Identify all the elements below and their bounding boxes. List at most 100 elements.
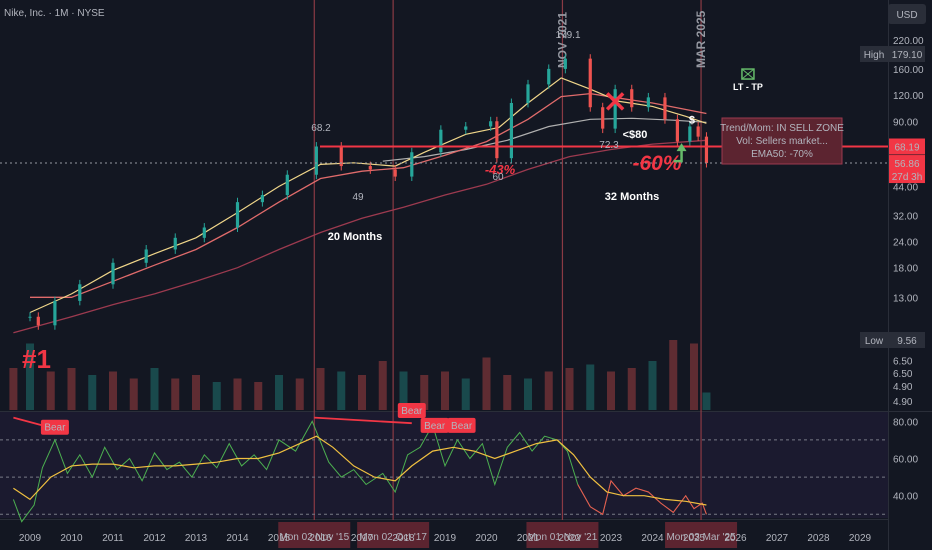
price-tick-label: 120.00	[893, 91, 924, 102]
volume-bar	[316, 368, 325, 410]
time-tick-label: 2028	[807, 533, 830, 544]
last-price-value: 56.86	[894, 159, 919, 170]
volume-bar	[565, 368, 574, 410]
price-tick-label: 220.00	[893, 36, 924, 47]
price-tag-value-box	[889, 138, 925, 155]
price-tag-label: High	[864, 50, 885, 61]
price-tag-value-box	[889, 332, 925, 348]
vertical-markers: Mon 02 Nov '15 Mon 02 Oct '17 Mon 01 Nov '…	[278, 0, 738, 548]
volume-bar	[358, 375, 366, 410]
price-tick-label: 44.00	[893, 182, 918, 193]
candle-body	[509, 102, 513, 159]
vertical-marker-date-box	[665, 522, 738, 548]
volume-bar	[441, 371, 449, 410]
time-tick-label: 2010	[60, 533, 83, 544]
candle-body	[53, 300, 57, 326]
time-tick-label: 2019	[434, 533, 457, 544]
time-tick-label: 2021	[517, 533, 540, 544]
price-tick-label: 90.00	[893, 117, 918, 128]
signal-info-box: Trend/Mom: IN SELL ZONE Vol: Sellers mark…	[720, 117, 844, 165]
bear-label: Bear	[424, 421, 446, 432]
axes: 220.00 160.00 120.00 90.00 44.00 32.00 24.00 18…	[19, 36, 925, 544]
candle	[526, 79, 530, 108]
candle-body	[613, 89, 617, 129]
candle-body	[663, 97, 667, 120]
time-tick-label: 2015	[268, 533, 291, 544]
buy-arrow-head-icon	[676, 143, 687, 152]
price-tag-value: 9.56	[897, 336, 917, 347]
bear-label: Bear	[401, 406, 423, 417]
annotations: #1 -43% -60% 20 Months 32 Months <$80 68.2 49 60…	[22, 30, 844, 374]
time-tick-label: 2011	[102, 533, 124, 544]
price-tag-label-box	[860, 46, 888, 62]
price-tick-label: 18.00	[893, 264, 918, 275]
candle-body	[339, 146, 343, 167]
candle	[663, 92, 667, 124]
volume-bar	[627, 368, 636, 410]
ema-mid-line	[30, 92, 707, 298]
time-tick-label: 2026	[724, 533, 747, 544]
info-volume: Vol: Sellers market...	[736, 136, 828, 147]
candle-body	[489, 121, 493, 127]
annotation-marker: #1	[22, 344, 51, 374]
candle	[613, 84, 617, 134]
candle	[464, 122, 468, 135]
price-tag-label: Low	[865, 336, 884, 347]
candle	[675, 114, 679, 147]
candle-body	[285, 174, 289, 196]
candle	[314, 142, 318, 180]
volume-bar	[171, 378, 180, 410]
price-tick-label: 4.90	[893, 382, 913, 393]
candle-body	[675, 119, 679, 142]
candle	[704, 132, 709, 168]
candle	[601, 102, 605, 134]
volume-bar	[702, 392, 711, 410]
volume-tick-label: 6.50	[893, 369, 913, 380]
volume-tick-label: 4.90	[893, 397, 913, 408]
candle	[36, 312, 40, 330]
vertical-marker-date: Mon 02 Nov '15	[279, 532, 349, 543]
volume-bar	[150, 368, 159, 410]
rsi-tick-label: 80.00	[893, 417, 918, 428]
candle	[439, 125, 443, 157]
candle	[688, 122, 692, 147]
volume-bar	[88, 375, 97, 410]
time-tick-label: 2016	[309, 533, 332, 544]
volume-bar	[544, 371, 553, 410]
candle	[696, 122, 700, 142]
candle	[202, 223, 206, 243]
duration-b: 32 Months	[605, 191, 659, 203]
candle	[495, 116, 499, 163]
time-tick-label: 2014	[226, 533, 249, 544]
candle-body	[36, 316, 40, 326]
candle-body	[393, 169, 397, 177]
candle	[78, 279, 82, 306]
price-note-49: 49	[352, 192, 364, 203]
rsi-tick-label: 60.00	[893, 454, 918, 465]
candle-body	[439, 129, 443, 153]
rsi-tick-label: 40.00	[893, 492, 918, 503]
volume-bar	[67, 368, 76, 410]
price-tick-label: 160.00	[893, 65, 924, 76]
currency-button[interactable]	[888, 4, 926, 24]
time-tick-label: 2022	[558, 533, 581, 544]
candle	[410, 147, 414, 182]
candle-body	[410, 152, 414, 177]
volume-bar	[378, 361, 387, 410]
volume-bar	[607, 371, 615, 410]
bear-label-box	[420, 417, 449, 433]
time-tick-label: 2025	[683, 533, 706, 544]
ema-long-line	[13, 139, 707, 334]
time-tick-label: 2018	[392, 533, 415, 544]
time-tick-label: 2017	[351, 533, 374, 544]
candle	[173, 233, 177, 254]
rsi-trendline	[314, 416, 412, 425]
buy-arrow-icon	[673, 147, 683, 163]
candle	[547, 64, 551, 89]
volume-bar	[586, 364, 595, 410]
symbol-title: Nike, Inc. · 1M · NYSE	[4, 8, 105, 19]
info-ema: EMA50: -70%	[751, 149, 813, 160]
duration-a: 20 Months	[328, 231, 382, 243]
